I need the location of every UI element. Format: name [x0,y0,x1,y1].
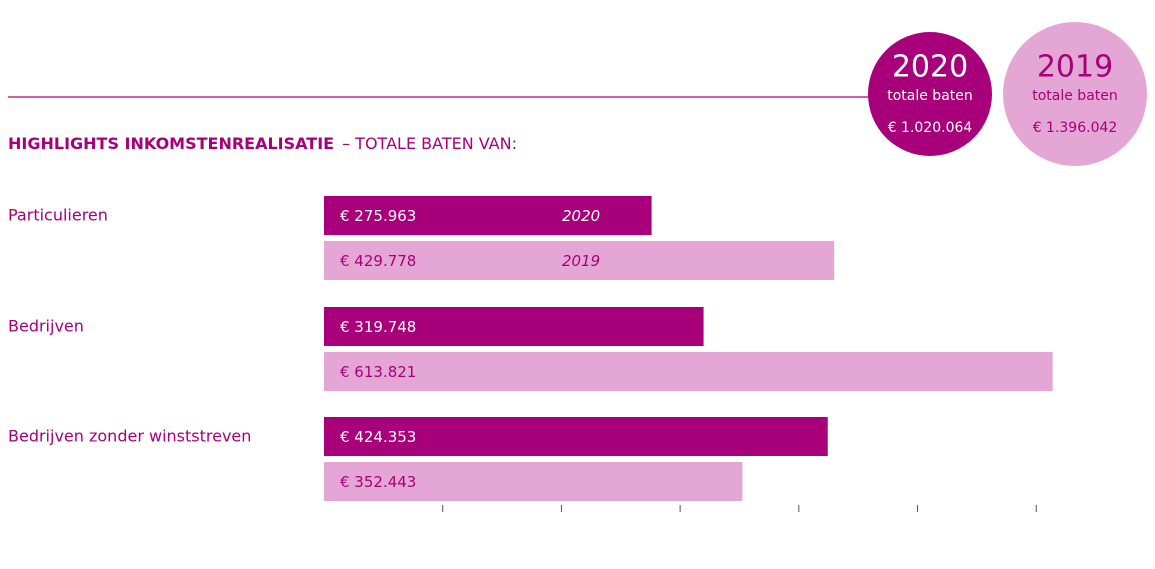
category-label: Particulieren [8,206,108,225]
value-label: € 429.778 [340,252,416,270]
value-label: € 352.443 [340,473,416,491]
total-circle [868,32,992,156]
bar [324,241,835,280]
bar [324,417,828,456]
total-value: € 1.020.064 [888,120,973,136]
bar [324,352,1053,391]
total-value: € 1.396.042 [1033,120,1118,136]
value-label: € 275.963 [340,207,416,225]
category-label: Bedrijven zonder winststreven [8,427,251,446]
value-label: € 319.748 [340,318,416,336]
category-label: Bedrijven [8,317,84,336]
total-label: totale baten [887,88,973,104]
total-year: 2020 [892,50,968,85]
value-label: € 613.821 [340,363,416,381]
legend-label: 2019 [562,252,600,270]
total-year: 2019 [1037,50,1113,85]
chart-title: HIGHLIGHTS INKOMSTENREALISATIE [8,134,334,153]
title-line: HIGHLIGHTS INKOMSTENREALISATIE – TOTALE B… [8,134,517,153]
bar [324,462,743,501]
chart-subtitle: – TOTALE BATEN VAN: [342,134,517,153]
total-label: totale baten [1032,88,1118,104]
value-label: € 424.353 [340,428,416,446]
bar [324,196,652,235]
total-circle [1003,22,1147,166]
bar [324,307,704,346]
legend-label: 2020 [562,207,600,225]
